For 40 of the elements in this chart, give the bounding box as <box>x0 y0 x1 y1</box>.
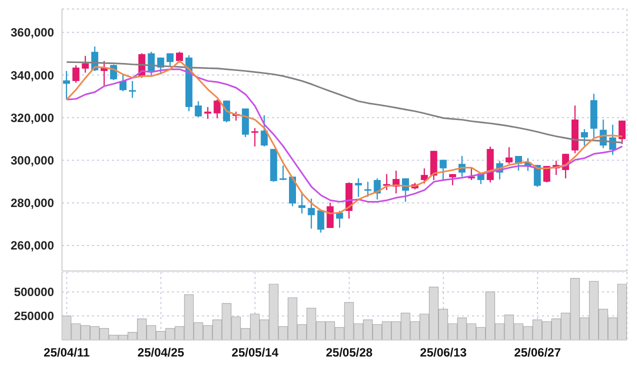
candlestick <box>308 198 315 230</box>
candlestick <box>214 98 221 119</box>
candlestick <box>166 52 174 66</box>
x-tick-label: 25/05/14 <box>232 346 279 360</box>
y-tick-label: 280,000 <box>10 196 54 210</box>
y-tick-label: 260,000 <box>10 238 54 253</box>
candlestick <box>449 173 456 186</box>
x-tick-label: 25/05/28 <box>326 346 373 360</box>
x-tick-label: 25/06/27 <box>514 346 562 360</box>
candlestick <box>251 127 258 147</box>
candlestick <box>468 167 475 181</box>
y-tick-label: 360,000 <box>10 26 54 40</box>
candlestick <box>298 191 306 214</box>
candlestick <box>317 210 324 234</box>
candlestick <box>82 55 89 74</box>
candlestick <box>128 80 136 98</box>
y-tick-label: 320,000 <box>10 110 54 125</box>
candlestick <box>110 64 118 81</box>
y-tick-label: 340,000 <box>10 68 54 82</box>
x-tick-label: 25/04/25 <box>138 346 185 360</box>
candlestick <box>326 202 334 229</box>
candlestick <box>618 120 626 145</box>
candlestick <box>63 70 70 100</box>
candlestick <box>176 51 183 64</box>
candlestick <box>440 159 447 181</box>
candlestick <box>223 100 230 123</box>
candlestick <box>280 164 287 181</box>
candlestick <box>580 128 588 146</box>
candlestick <box>194 100 202 118</box>
x-tick-label: 25/06/13 <box>420 346 468 360</box>
candlestick <box>260 114 268 147</box>
x-tick-label: 25/04/11 <box>44 346 90 360</box>
y-tick-label: 250000 <box>14 309 54 324</box>
candlestick <box>72 64 80 84</box>
candlestick <box>354 178 362 198</box>
y-tick-label: 300,000 <box>10 153 54 168</box>
candlestick <box>364 181 372 198</box>
candlestick <box>204 106 212 120</box>
candlestick <box>506 146 513 164</box>
y-tick-label: 500000 <box>14 285 54 300</box>
